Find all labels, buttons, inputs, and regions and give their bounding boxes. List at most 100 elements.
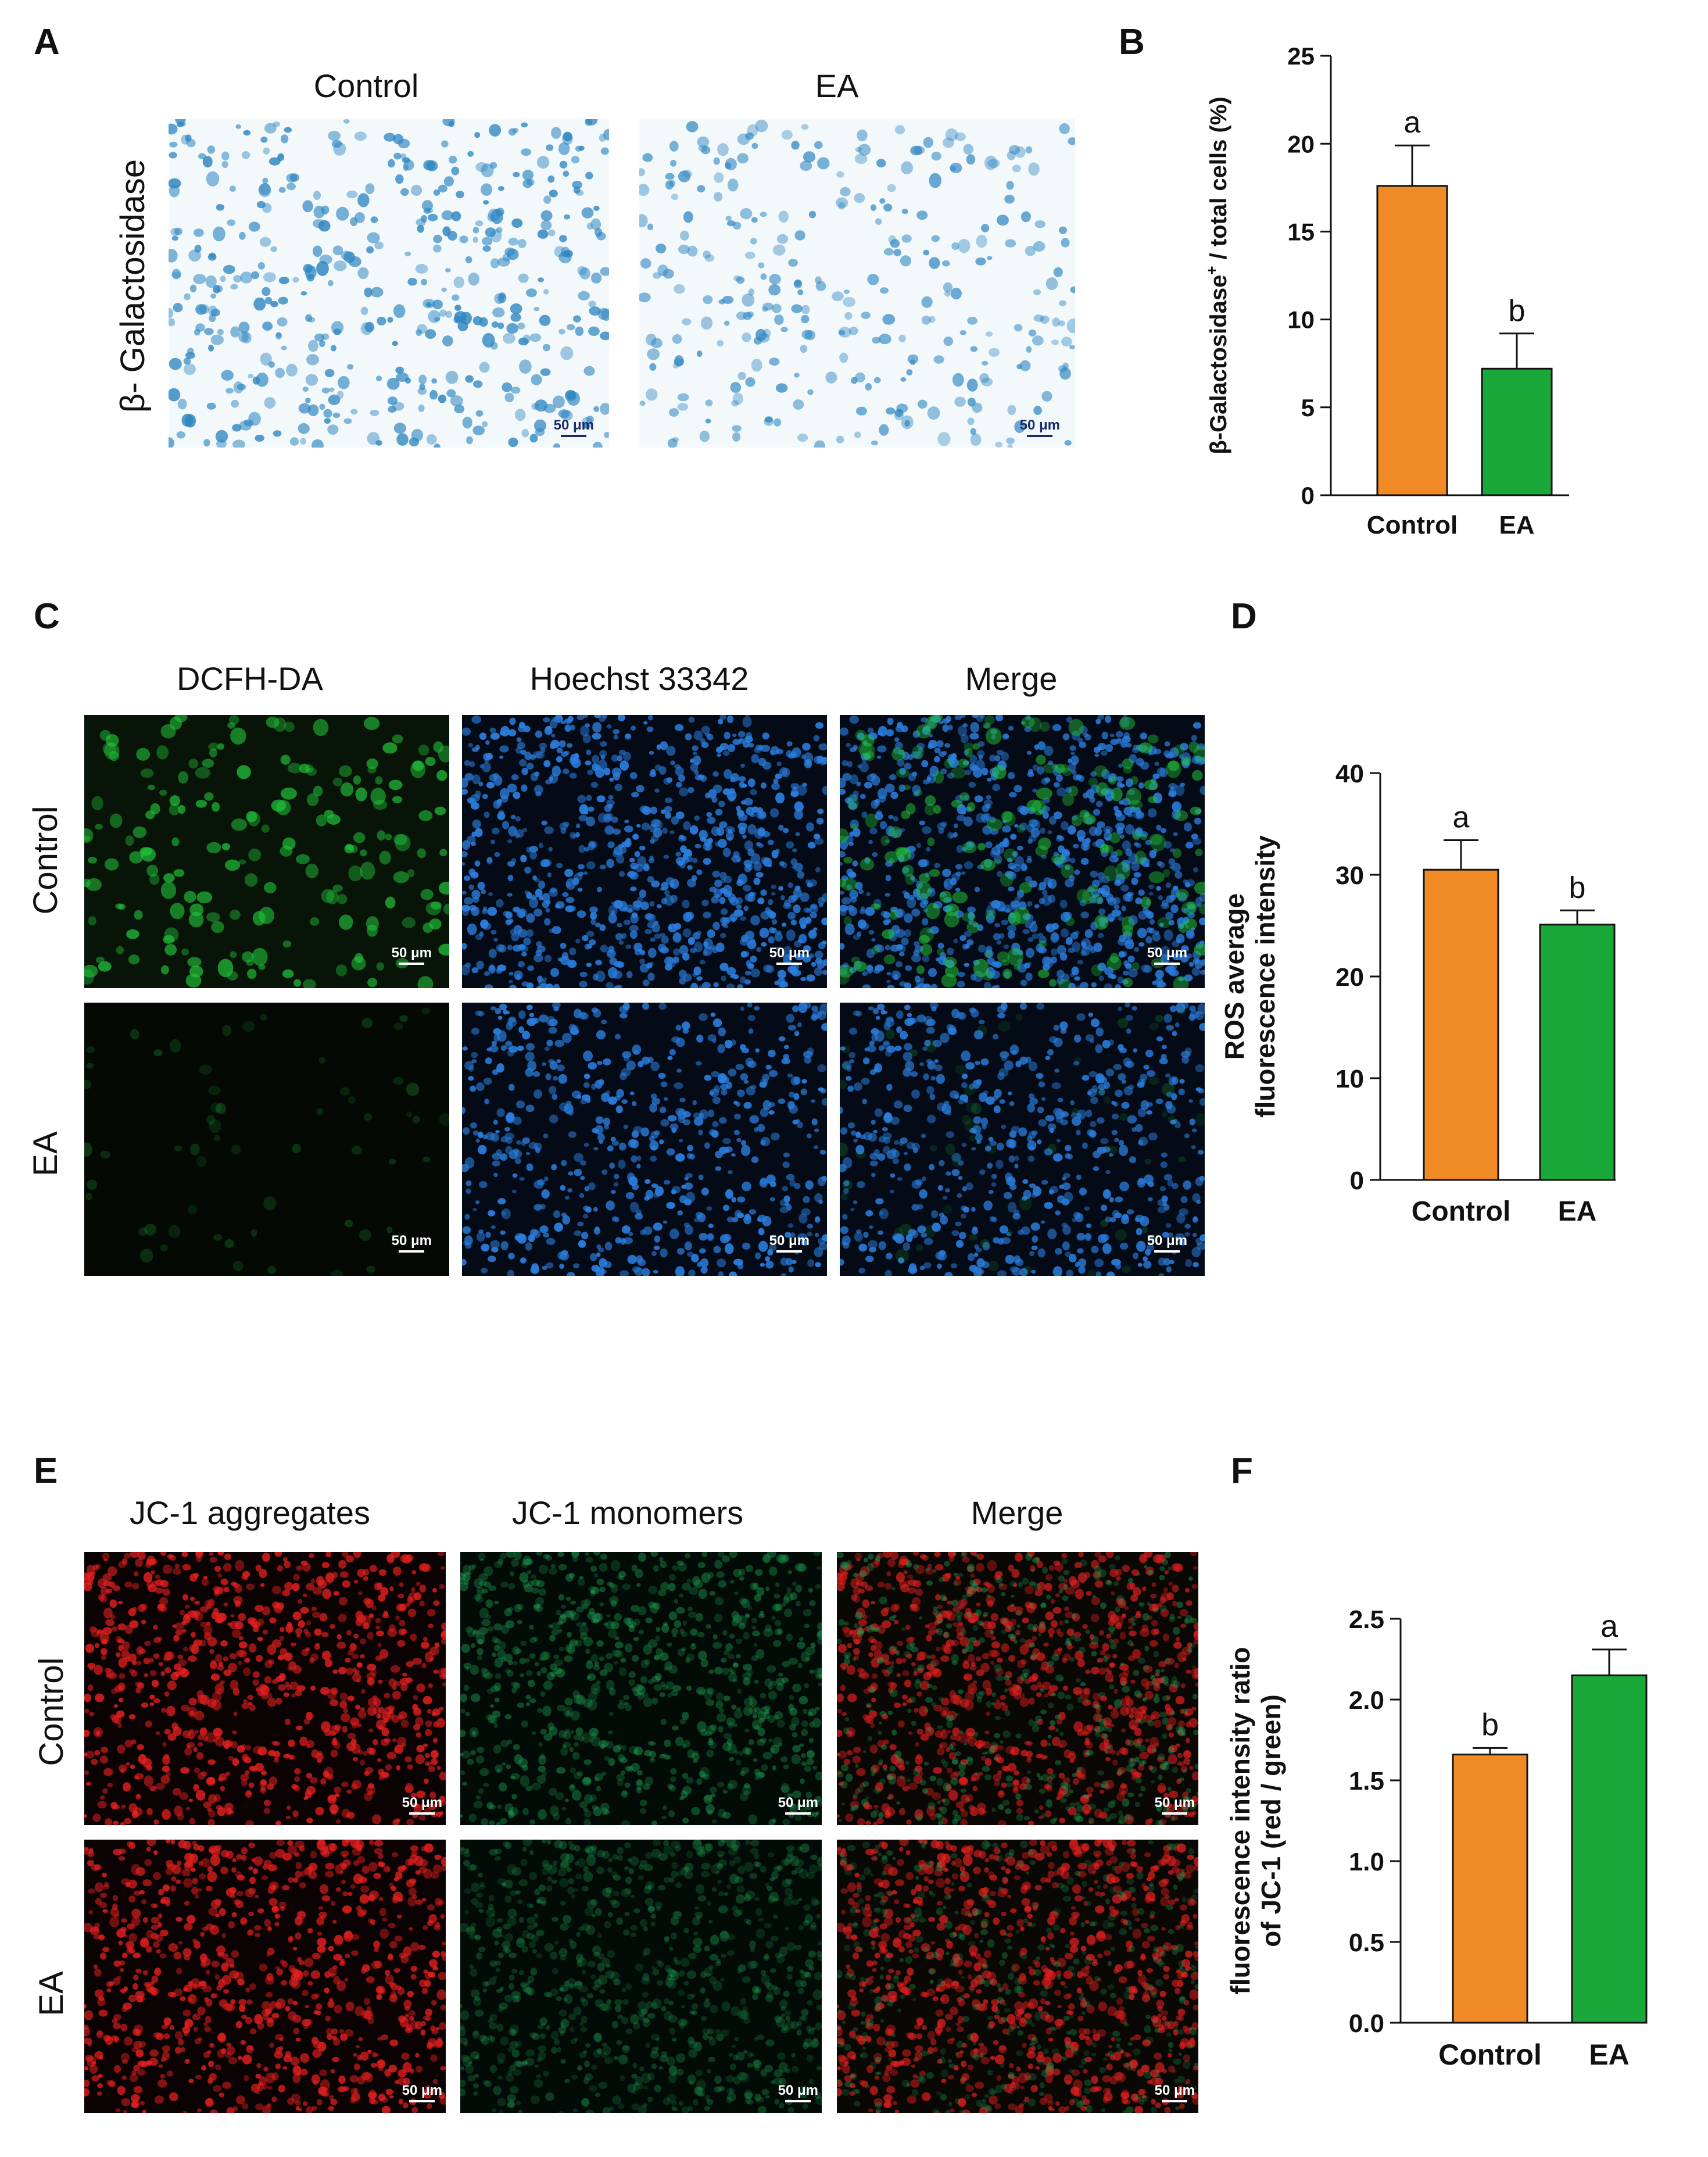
cell-mark	[1137, 928, 1147, 938]
cell-mark	[568, 716, 574, 722]
cell-mark	[771, 850, 779, 858]
cell-mark	[462, 850, 468, 858]
cell-mark	[742, 834, 747, 839]
cell-mark	[289, 173, 299, 182]
cell-mark	[562, 892, 569, 897]
cell-mark	[210, 293, 217, 299]
cell-mark	[722, 917, 730, 925]
cell-mark	[704, 1142, 710, 1149]
cell-mark	[87, 1684, 94, 1691]
cell-mark	[491, 1040, 497, 1046]
cell-mark	[221, 160, 228, 168]
cell-mark	[240, 1744, 247, 1750]
cell-mark	[761, 942, 767, 947]
micrograph-betagal-ea: 50 μm	[639, 119, 1075, 448]
cell-mark	[970, 346, 978, 352]
cell-mark	[1009, 1183, 1017, 1190]
cell-mark	[474, 828, 483, 838]
cell-mark	[171, 1722, 178, 1730]
cell-mark	[481, 889, 486, 895]
cell-mark	[1103, 1189, 1111, 1198]
cell-mark	[986, 1144, 997, 1154]
cell-mark	[1158, 1273, 1165, 1276]
cell-mark	[1090, 871, 1098, 878]
cell-mark	[173, 1787, 181, 1796]
cell-mark	[314, 1628, 322, 1636]
cell-mark	[633, 942, 643, 952]
cell-mark	[626, 871, 636, 878]
cell-mark	[278, 187, 286, 193]
cell-mark	[663, 1220, 668, 1224]
cell-mark	[102, 1573, 112, 1582]
cell-mark	[529, 846, 538, 853]
cell-mark	[288, 1739, 295, 1747]
cell-mark	[490, 258, 500, 269]
cell-mark	[1161, 1044, 1167, 1050]
cell-mark	[1089, 796, 1095, 803]
cell-mark	[875, 218, 882, 225]
cell-mark	[1144, 1158, 1152, 1165]
cell-mark	[1156, 1036, 1163, 1042]
cell-mark	[1101, 731, 1108, 739]
cell-mark	[238, 1641, 248, 1649]
cell-mark	[744, 979, 751, 985]
cell-mark	[965, 841, 973, 850]
cell-mark	[562, 132, 573, 145]
cell-mark	[955, 871, 962, 877]
cell-mark	[797, 1121, 803, 1129]
cell-mark	[639, 958, 645, 964]
cell-mark	[714, 879, 722, 888]
cell-mark	[526, 1043, 535, 1051]
cell-mark	[592, 732, 601, 740]
cell-mark	[395, 174, 404, 184]
cell-mark	[741, 1144, 751, 1157]
cell-mark	[610, 1190, 616, 1194]
cell-mark	[709, 886, 717, 893]
cell-mark	[970, 428, 976, 435]
cell-mark	[484, 971, 490, 976]
cell-mark	[159, 1597, 169, 1606]
cell-mark	[264, 882, 277, 893]
cell-mark	[622, 907, 628, 912]
cell-mark	[1038, 1119, 1047, 1127]
cell-mark	[472, 1130, 479, 1136]
cell-mark	[670, 160, 676, 167]
cell-mark	[446, 389, 456, 398]
cell-mark	[1117, 976, 1124, 984]
cell-mark	[354, 1579, 359, 1584]
cell-mark	[422, 200, 433, 212]
cell-mark	[468, 884, 474, 890]
cell-mark	[894, 125, 905, 135]
cell-mark	[492, 827, 500, 835]
cell-mark	[1095, 1044, 1103, 1053]
cell-mark	[962, 1186, 967, 1192]
cell-mark	[840, 1226, 849, 1234]
cell-mark	[844, 923, 855, 935]
cell-mark	[1140, 761, 1150, 770]
cell-mark	[697, 136, 710, 148]
cell-mark	[1045, 277, 1058, 290]
cell-mark	[757, 897, 765, 904]
cell-mark	[462, 1226, 471, 1234]
cell-mark	[528, 1142, 538, 1150]
cell-mark	[273, 430, 282, 437]
cell-mark	[642, 1268, 650, 1276]
cell-mark	[560, 942, 567, 949]
cell-mark	[883, 1022, 891, 1031]
cell-mark	[626, 1060, 636, 1071]
cell-mark	[950, 162, 962, 173]
cell-mark	[1101, 875, 1110, 883]
cell-mark	[531, 403, 539, 410]
cell-mark	[840, 828, 849, 843]
cell-mark	[353, 775, 361, 785]
cell-mark	[678, 170, 690, 183]
cell-mark	[565, 897, 575, 903]
cell-mark	[181, 1552, 188, 1558]
cell-mark	[475, 934, 483, 940]
cell-mark	[1128, 853, 1138, 864]
cell-mark	[1134, 807, 1141, 814]
cell-mark	[736, 810, 744, 817]
cell-mark	[184, 293, 191, 301]
cell-mark	[1108, 974, 1115, 979]
cell-mark	[243, 130, 251, 136]
